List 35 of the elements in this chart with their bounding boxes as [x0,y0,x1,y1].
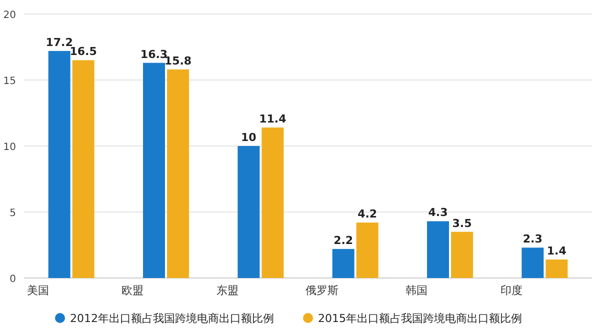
bar [332,248,354,278]
x-tick-label: 印度 [500,284,522,297]
legend-label: 2012年出口额占我国跨境电商出口额比例 [70,312,274,325]
x-tick-label: 韩国 [406,284,428,297]
data-label: 1.4 [546,244,567,258]
bar [48,50,70,278]
x-tick-label: 东盟 [216,284,238,297]
x-tick-label: 俄罗斯 [306,284,338,297]
bar [427,221,449,278]
y-tick-label: 0 [10,274,16,285]
bar [167,69,189,278]
x-tick-label: 美国 [27,284,49,297]
data-label: 4.3 [428,206,448,220]
data-label: 11.4 [259,112,287,126]
data-label: 2.3 [522,232,542,246]
data-label: 4.2 [358,208,378,221]
y-tick-label: 5 [10,208,16,219]
bar [72,60,94,278]
bar [238,146,260,278]
x-tick-label: 欧盟 [122,284,144,297]
data-label: 3.5 [452,216,472,230]
bar [262,128,284,278]
y-tick-label: 20 [3,10,16,21]
bar [451,232,473,278]
data-label: 10 [241,131,257,144]
bar [356,222,378,278]
legend-label: 2015年出口额占我国跨境电商出口额比例 [318,312,522,325]
data-label: 2.2 [334,234,354,247]
y-tick-label: 15 [3,76,16,87]
data-label: 16.3 [140,48,168,61]
bar [522,248,544,278]
bar [546,260,568,278]
y-tick-label: 10 [3,142,16,153]
data-label: 16.5 [70,45,97,58]
bar [143,62,165,278]
